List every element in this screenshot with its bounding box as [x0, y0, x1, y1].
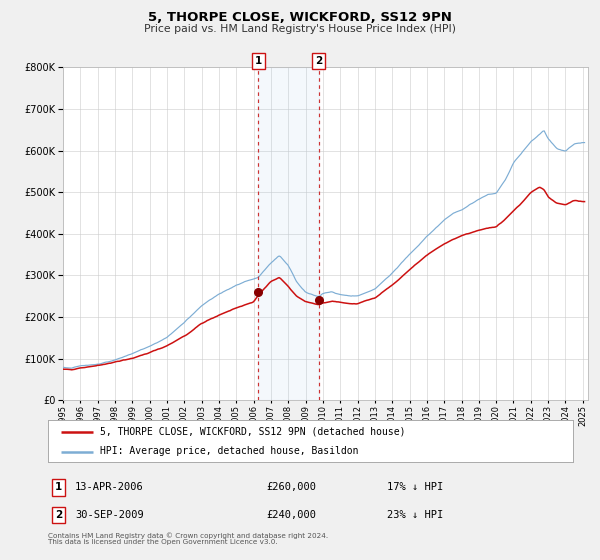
- Bar: [259, 67, 319, 400]
- Text: 1: 1: [55, 483, 62, 492]
- Text: 17% ↓ HPI: 17% ↓ HPI: [388, 483, 444, 492]
- Text: £240,000: £240,000: [266, 510, 317, 520]
- Text: Contains HM Land Registry data © Crown copyright and database right 2024.: Contains HM Land Registry data © Crown c…: [48, 532, 328, 539]
- Text: Price paid vs. HM Land Registry's House Price Index (HPI): Price paid vs. HM Land Registry's House …: [144, 24, 456, 34]
- Text: 23% ↓ HPI: 23% ↓ HPI: [388, 510, 444, 520]
- Text: 1: 1: [255, 56, 262, 66]
- Text: HPI: Average price, detached house, Basildon: HPI: Average price, detached house, Basi…: [101, 446, 359, 456]
- Text: 2: 2: [315, 56, 322, 66]
- Text: 13-APR-2006: 13-APR-2006: [75, 483, 144, 492]
- Text: 30-SEP-2009: 30-SEP-2009: [75, 510, 144, 520]
- Text: 5, THORPE CLOSE, WICKFORD, SS12 9PN: 5, THORPE CLOSE, WICKFORD, SS12 9PN: [148, 11, 452, 24]
- Text: £260,000: £260,000: [266, 483, 317, 492]
- Text: 2: 2: [55, 510, 62, 520]
- Text: This data is licensed under the Open Government Licence v3.0.: This data is licensed under the Open Gov…: [48, 539, 278, 545]
- Text: 5, THORPE CLOSE, WICKFORD, SS12 9PN (detached house): 5, THORPE CLOSE, WICKFORD, SS12 9PN (det…: [101, 427, 406, 437]
